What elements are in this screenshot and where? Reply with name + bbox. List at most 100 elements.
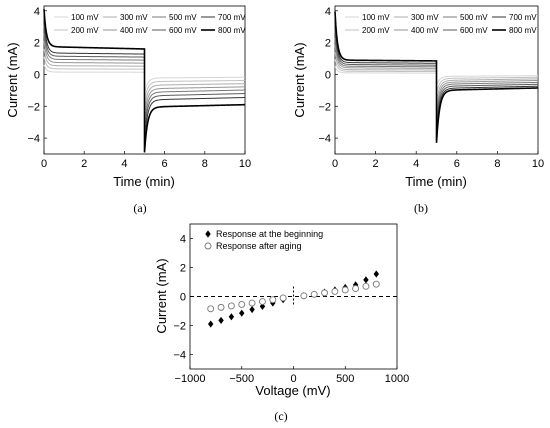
- caption-c: (c): [274, 409, 287, 423]
- x-tick-label: 2: [373, 158, 379, 170]
- legend-label: 800 mV: [509, 26, 537, 35]
- data-point-aging: [207, 305, 215, 313]
- x-axis-label-b: Time (min): [405, 174, 467, 189]
- legend-label: 300 mV: [120, 13, 148, 22]
- x-tick-label: 6: [162, 158, 168, 170]
- x-tick-label: −500: [229, 373, 254, 385]
- legend-label: 500 mV: [169, 13, 197, 22]
- panel-a: 0 2 4 6 8 10 4 2 0 −2 −4 100 mV 200 mV 300 mV 400 mV 5…: [5, 5, 251, 215]
- y-axis-label-a: Current (mA): [5, 42, 20, 117]
- x-tick-label: 0: [290, 373, 296, 385]
- legend-label: 700 mV: [218, 13, 246, 22]
- x-tick-label: 2: [81, 158, 87, 170]
- legend-label: 600 mV: [460, 26, 488, 35]
- x-tick-label: 10: [239, 158, 251, 170]
- y-tick-label: 2: [180, 263, 186, 275]
- data-point-aging: [341, 286, 349, 294]
- x-tick-label: 6: [454, 158, 460, 170]
- x-tick-label: 1000: [385, 373, 409, 385]
- panel-c: −1000 −500 0 500 1000 4 2 0 −2 −4 Response at the…: [154, 223, 409, 423]
- x-tick-label: 8: [494, 158, 500, 170]
- data-point-aging: [372, 280, 380, 288]
- y-tick-label: 2: [34, 38, 40, 50]
- legend-label: 800 mV: [218, 26, 246, 35]
- y-tick-label: −2: [27, 101, 40, 113]
- legend-label: 300 mV: [411, 13, 439, 22]
- plot-frame-b: [334, 5, 539, 155]
- data-point-beginning: [218, 316, 224, 325]
- data-point-beginning: [239, 309, 245, 317]
- plot-frame-a: [43, 5, 246, 155]
- x-tick-label: 10: [532, 158, 544, 170]
- y-tick-label: 4: [325, 6, 331, 18]
- legend-label: 200 mV: [71, 26, 99, 35]
- series-group-a: [43, 9, 246, 153]
- data-point-aging: [331, 287, 339, 295]
- legend-label: 400 mV: [120, 26, 148, 35]
- x-tick-label: 8: [202, 158, 208, 170]
- y-tick-label: −4: [173, 350, 186, 362]
- legend-b: 100 mV 200 mV 300 mV 400 mV 500 mV 600 mV 700 …: [345, 13, 537, 35]
- data-point-aging: [300, 292, 308, 300]
- panel-b: 0 2 4 6 8 10 4 2 0 −2 −4 100 mV 200 mV 300 mV 400 mV 5…: [292, 5, 544, 215]
- axis-ticks-b: 0 2 4 6 8 10 4 2 0 −2 −4: [318, 6, 544, 170]
- data-point-aging: [321, 289, 328, 297]
- legend-label: Response after aging: [216, 241, 302, 251]
- legend-marker-beginning: [205, 230, 211, 238]
- legend-label: 600 mV: [169, 26, 197, 35]
- y-tick-label: 2: [325, 38, 331, 50]
- data-point-aging: [248, 299, 256, 307]
- y-tick-label: −2: [173, 321, 186, 333]
- legend-label: 400 mV: [411, 26, 439, 35]
- data-point-aging: [362, 282, 370, 290]
- x-tick-label: 4: [121, 158, 127, 170]
- y-tick-label: 0: [180, 292, 186, 304]
- y-tick-label: 0: [34, 69, 40, 81]
- x-tick-label: 0: [41, 158, 47, 170]
- data-point-beginning: [363, 276, 369, 284]
- series-line-800-mV: [43, 9, 246, 153]
- y-tick-label: −4: [27, 133, 40, 145]
- x-tick-label: 4: [413, 158, 419, 170]
- x-axis-label-c: Voltage (mV): [255, 383, 330, 398]
- data-point-aging: [217, 303, 225, 311]
- x-axis-label-a: Time (min): [113, 174, 175, 189]
- legend-label: 100 mV: [362, 13, 390, 22]
- series-line-800-mV: [334, 11, 539, 143]
- data-point-aging: [352, 285, 360, 292]
- y-tick-label: 4: [180, 234, 186, 246]
- data-point-aging: [310, 290, 318, 298]
- data-point-beginning: [228, 313, 235, 321]
- data-point-aging: [269, 296, 277, 304]
- series-group-c: [207, 270, 380, 328]
- y-tick-label: −2: [318, 101, 331, 113]
- legend-label: 200 mV: [362, 26, 390, 35]
- legend-label: 500 mV: [460, 13, 488, 22]
- reference-lines-c: [190, 286, 397, 307]
- y-tick-label: −4: [318, 133, 331, 145]
- y-tick-label: 4: [34, 6, 40, 18]
- legend-a: 100 mV 200 mV 300 mV 400 mV 500 mV 600 mV 700 …: [54, 13, 246, 35]
- y-axis-label-b: Current (mA): [292, 42, 307, 117]
- legend-c: Response at the beginning Response after …: [204, 229, 323, 251]
- caption-a: (a): [133, 201, 146, 215]
- data-point-beginning: [249, 305, 255, 314]
- y-axis-label-c: Current (mA): [154, 258, 169, 333]
- legend-label: 700 mV: [509, 13, 537, 22]
- x-tick-label: 0: [332, 158, 338, 170]
- series-group-b: [334, 11, 539, 143]
- data-point-aging: [259, 298, 266, 306]
- y-tick-label: 0: [325, 69, 331, 81]
- data-point-aging: [227, 302, 235, 310]
- legend-marker-aging: [204, 242, 212, 250]
- legend-label: 100 mV: [71, 13, 99, 22]
- x-tick-label: 500: [336, 373, 354, 385]
- data-point-aging: [279, 294, 287, 302]
- x-tick-label: −1000: [175, 373, 206, 385]
- data-point-beginning: [373, 270, 379, 278]
- caption-b: (b): [414, 201, 428, 215]
- data-point-aging: [238, 301, 246, 308]
- data-point-beginning: [208, 320, 214, 328]
- axis-ticks-c: −1000 −500 0 500 1000 4 2 0 −2 −4: [173, 234, 409, 386]
